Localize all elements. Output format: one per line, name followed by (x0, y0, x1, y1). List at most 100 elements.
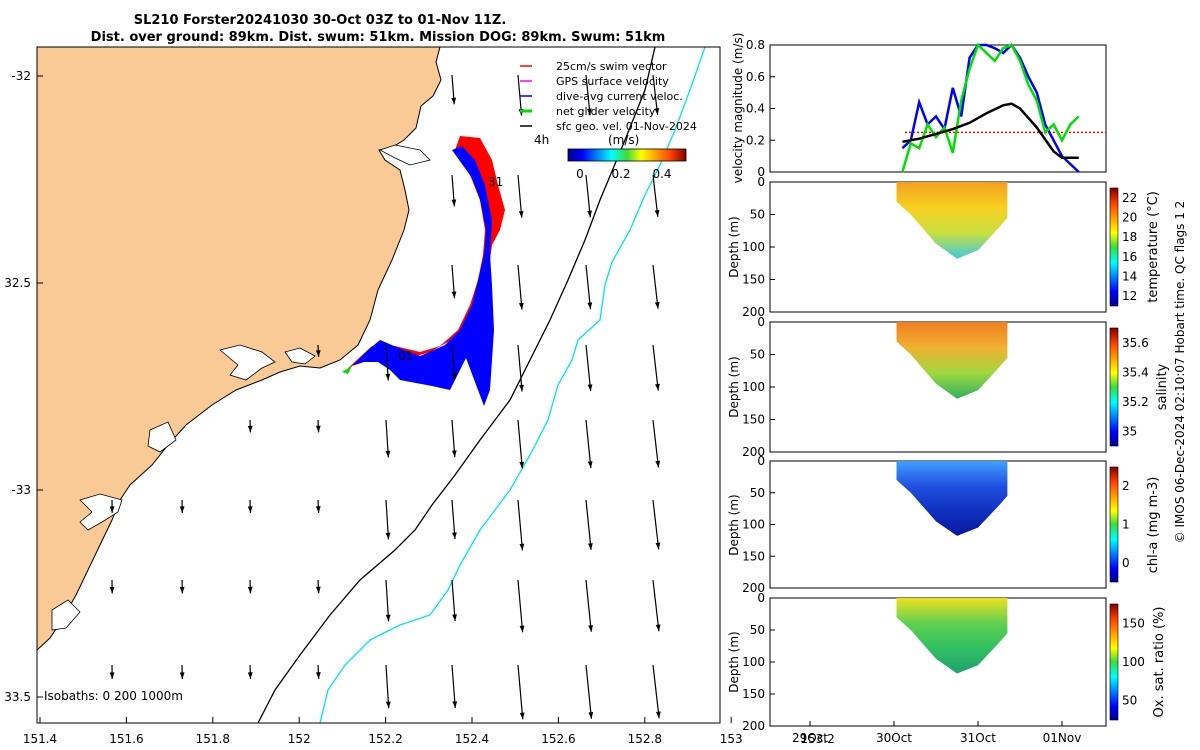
cbar-tick-label: 1 (1122, 518, 1130, 532)
temperature-ylabel: Depth (m) (727, 216, 741, 277)
current-arrow (585, 344, 592, 392)
lon-tick-label: 151.6 (109, 732, 143, 746)
arrow-head (109, 672, 115, 679)
chla-panel: Depth (m) chl-a (mg m-3) (727, 460, 1161, 589)
depth-tick-label: 150 (742, 549, 765, 563)
arrow-head (655, 542, 661, 550)
temperature-section (896, 182, 1008, 259)
legend-gps-label: GPS surface velocity (556, 75, 669, 88)
depth-tick-label: 0 (757, 315, 765, 329)
arrow-head (654, 108, 660, 115)
depth-tick-label: 200 (742, 581, 765, 595)
arrow-head (655, 624, 661, 632)
arrow-head (452, 532, 457, 540)
velocity-axes (769, 44, 1107, 173)
colorbar-unit: (m/s) (608, 133, 639, 147)
current-arrow (585, 579, 592, 632)
oxygen-ylabel: Depth (m) (727, 631, 741, 692)
arrow-head (247, 506, 253, 513)
vel-tick-label: 0 (757, 165, 765, 179)
current-arrow (652, 264, 659, 309)
estuary (219, 344, 276, 381)
legend-dive-label: dive-avg current veloc. (556, 90, 683, 103)
current-swath (352, 146, 494, 406)
arrow-head (655, 460, 661, 468)
depth-tick-label: 100 (742, 518, 765, 532)
arrow-head (654, 301, 660, 309)
arrow-head (587, 384, 593, 392)
colorbar-tick: 0 (576, 167, 584, 181)
arrow-head (247, 672, 253, 679)
salinity-cbar-label: salinity (1155, 363, 1170, 410)
arrow-head (109, 506, 115, 513)
arrow-head (655, 711, 661, 719)
cbar-tick-label: 35.2 (1122, 395, 1149, 409)
current-arrow (652, 174, 659, 217)
title-line-2: Dist. over ground: 89km. Dist. swum: 51k… (91, 30, 666, 45)
chla-section (896, 461, 1008, 536)
estuary (147, 421, 177, 453)
isobath-label: Isobaths: 0 200 1000m (44, 689, 183, 703)
lat-tick-label: -33 (11, 483, 31, 497)
cbar-tick-label: 100 (1122, 655, 1145, 669)
current-arrow (517, 264, 523, 310)
arrow-head (179, 506, 185, 513)
net-velocity (342, 366, 352, 374)
current-arrow (451, 664, 456, 709)
legend-net-label: net glider velocity (556, 105, 656, 118)
current-arrow (385, 664, 390, 709)
current-arrow (517, 174, 523, 218)
credit: © IMOS 06-Dec-2024 02:10:07 Hobart time.… (1173, 201, 1187, 544)
date-tick-label: 01Nov (1043, 731, 1082, 745)
arrow-head (588, 625, 593, 632)
arrow-head (587, 108, 592, 116)
salinity-ylabel: Depth (m) (727, 356, 741, 417)
depth-tick-label: 100 (742, 380, 765, 394)
lon-tick-label: 151.4 (23, 732, 57, 746)
arrow-head (385, 450, 391, 458)
arrow-head (315, 672, 321, 679)
arrow-head (519, 461, 525, 469)
current-arrow (585, 174, 591, 218)
cbar-tick-label: 2 (1122, 479, 1130, 493)
arrow-head (451, 291, 457, 299)
colorbar-tick: 0.4 (652, 167, 671, 181)
lon-tick-label: 153 (720, 732, 743, 746)
current-arrow (517, 419, 523, 469)
isobath-200m (257, 47, 656, 723)
arrow-head (315, 425, 321, 433)
arrow-head (452, 614, 457, 622)
current-arrow (652, 74, 659, 115)
salinity-colorbar (1109, 327, 1119, 447)
cbar-tick-label: 16 (1122, 250, 1137, 264)
depth-tick-label: 150 (742, 413, 765, 427)
chla-ylabel: Depth (m) (727, 494, 741, 555)
map-colorbar (567, 148, 687, 162)
arrow-head (519, 625, 525, 633)
depth-tick-label: 100 (742, 240, 765, 254)
vel-tick-label: 0.8 (746, 38, 765, 52)
depth-tick-label: 50 (750, 486, 765, 500)
cbar-tick-label: 50 (1122, 694, 1137, 708)
arrow-head (179, 586, 185, 594)
arrow-head (519, 712, 525, 720)
lon-tick-label: 152.2 (368, 732, 402, 746)
estuary (378, 144, 431, 166)
arrow-head (451, 373, 457, 381)
current-arrow (652, 419, 660, 468)
depth-tick-label: 50 (750, 623, 765, 637)
current-arrow (517, 499, 524, 551)
oxygen-panel: Depth (m) Ox. sat. ratio (%) (727, 597, 1167, 727)
cbar-tick-label: 150 (1122, 616, 1145, 630)
depth-tick-label: 0 (757, 591, 765, 605)
lat-tick-label: 33.5 (4, 690, 31, 704)
temperature-colorbar (1109, 187, 1119, 307)
cbar-tick-label: 35 (1122, 424, 1137, 438)
series-net-glider (901, 42, 1080, 173)
current-arrow (517, 344, 523, 392)
depth-tick-label: 0 (757, 454, 765, 468)
arrow-head (385, 614, 391, 622)
arrow-head (451, 199, 457, 207)
lat-tick-label: 32.5 (4, 276, 31, 290)
